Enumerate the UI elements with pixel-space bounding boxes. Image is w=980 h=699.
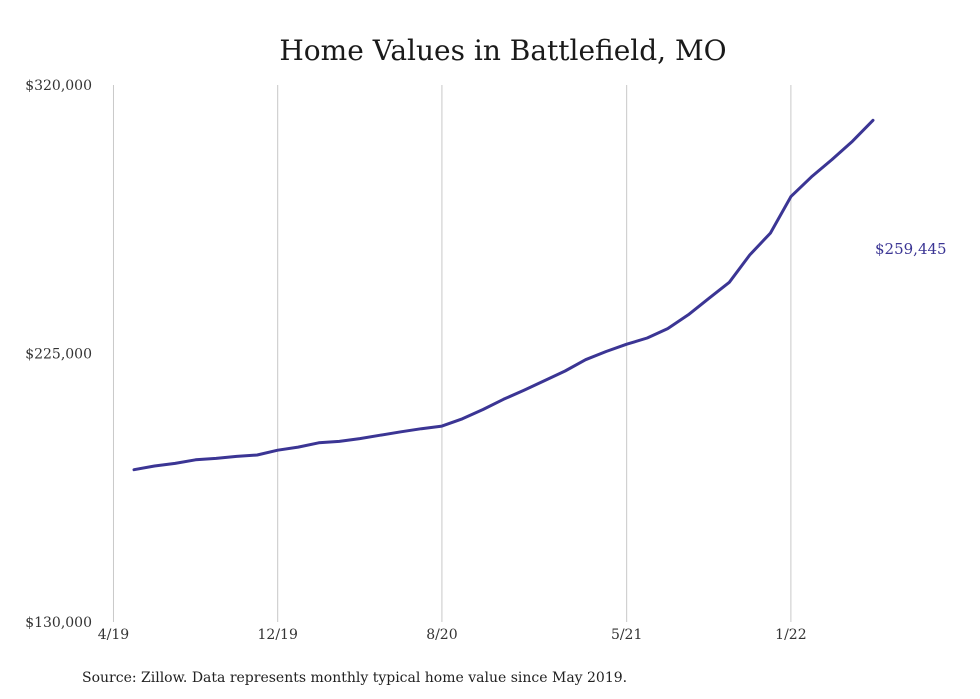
data-point [707,297,710,300]
data-point [317,441,320,444]
x-axis-ticks: 4/19 12/19 8/20 5/21 1/22 [98,627,807,643]
data-point [256,453,259,456]
grid-lines [112,85,792,622]
data-point [748,253,751,256]
data-point [481,408,484,411]
data-point [605,350,608,353]
x-tick-label: 12/19 [258,627,298,643]
data-point [564,370,567,373]
data-point [194,458,197,461]
data-point [502,398,505,401]
data-point [153,464,156,467]
data-point [830,158,833,161]
data-point [399,430,402,433]
data-point [687,313,690,316]
data-point [789,195,792,198]
data-point [338,440,341,443]
x-tick-label: 8/20 [426,627,457,643]
data-point [133,468,136,471]
data-point [872,119,875,122]
data-point [851,140,854,143]
data-point [523,389,526,392]
y-tick-label: $130,000 [25,615,92,631]
data-point [769,232,772,235]
data-point [810,175,813,178]
data-point [728,281,731,284]
data-point [666,327,669,330]
y-tick-label: $320,000 [25,78,92,94]
chart-title: Home Values in Battlefield, MO [279,34,726,67]
data-point [440,425,443,428]
data-point [625,343,628,346]
y-axis-ticks: $130,000 $225,000 $320,000 [25,78,92,631]
data-point [543,379,546,382]
data-point [420,427,423,430]
x-tick-label: 5/21 [611,627,642,643]
data-point [174,462,177,465]
source-note: Source: Zillow. Data represents monthly … [82,670,627,686]
end-value-label: $259,445 [875,240,947,258]
data-point [297,446,300,449]
data-point [461,417,464,420]
data-point [358,437,361,440]
data-point [379,434,382,437]
x-tick-label: 1/22 [775,627,806,643]
y-tick-label: $225,000 [25,347,92,363]
data-point [646,336,649,339]
data-point [215,457,218,460]
data-point [235,455,238,458]
series-layer [132,118,875,472]
data-point [584,358,587,361]
data-point [276,449,279,452]
x-tick-label: 4/19 [98,627,129,643]
series-line [132,118,875,472]
